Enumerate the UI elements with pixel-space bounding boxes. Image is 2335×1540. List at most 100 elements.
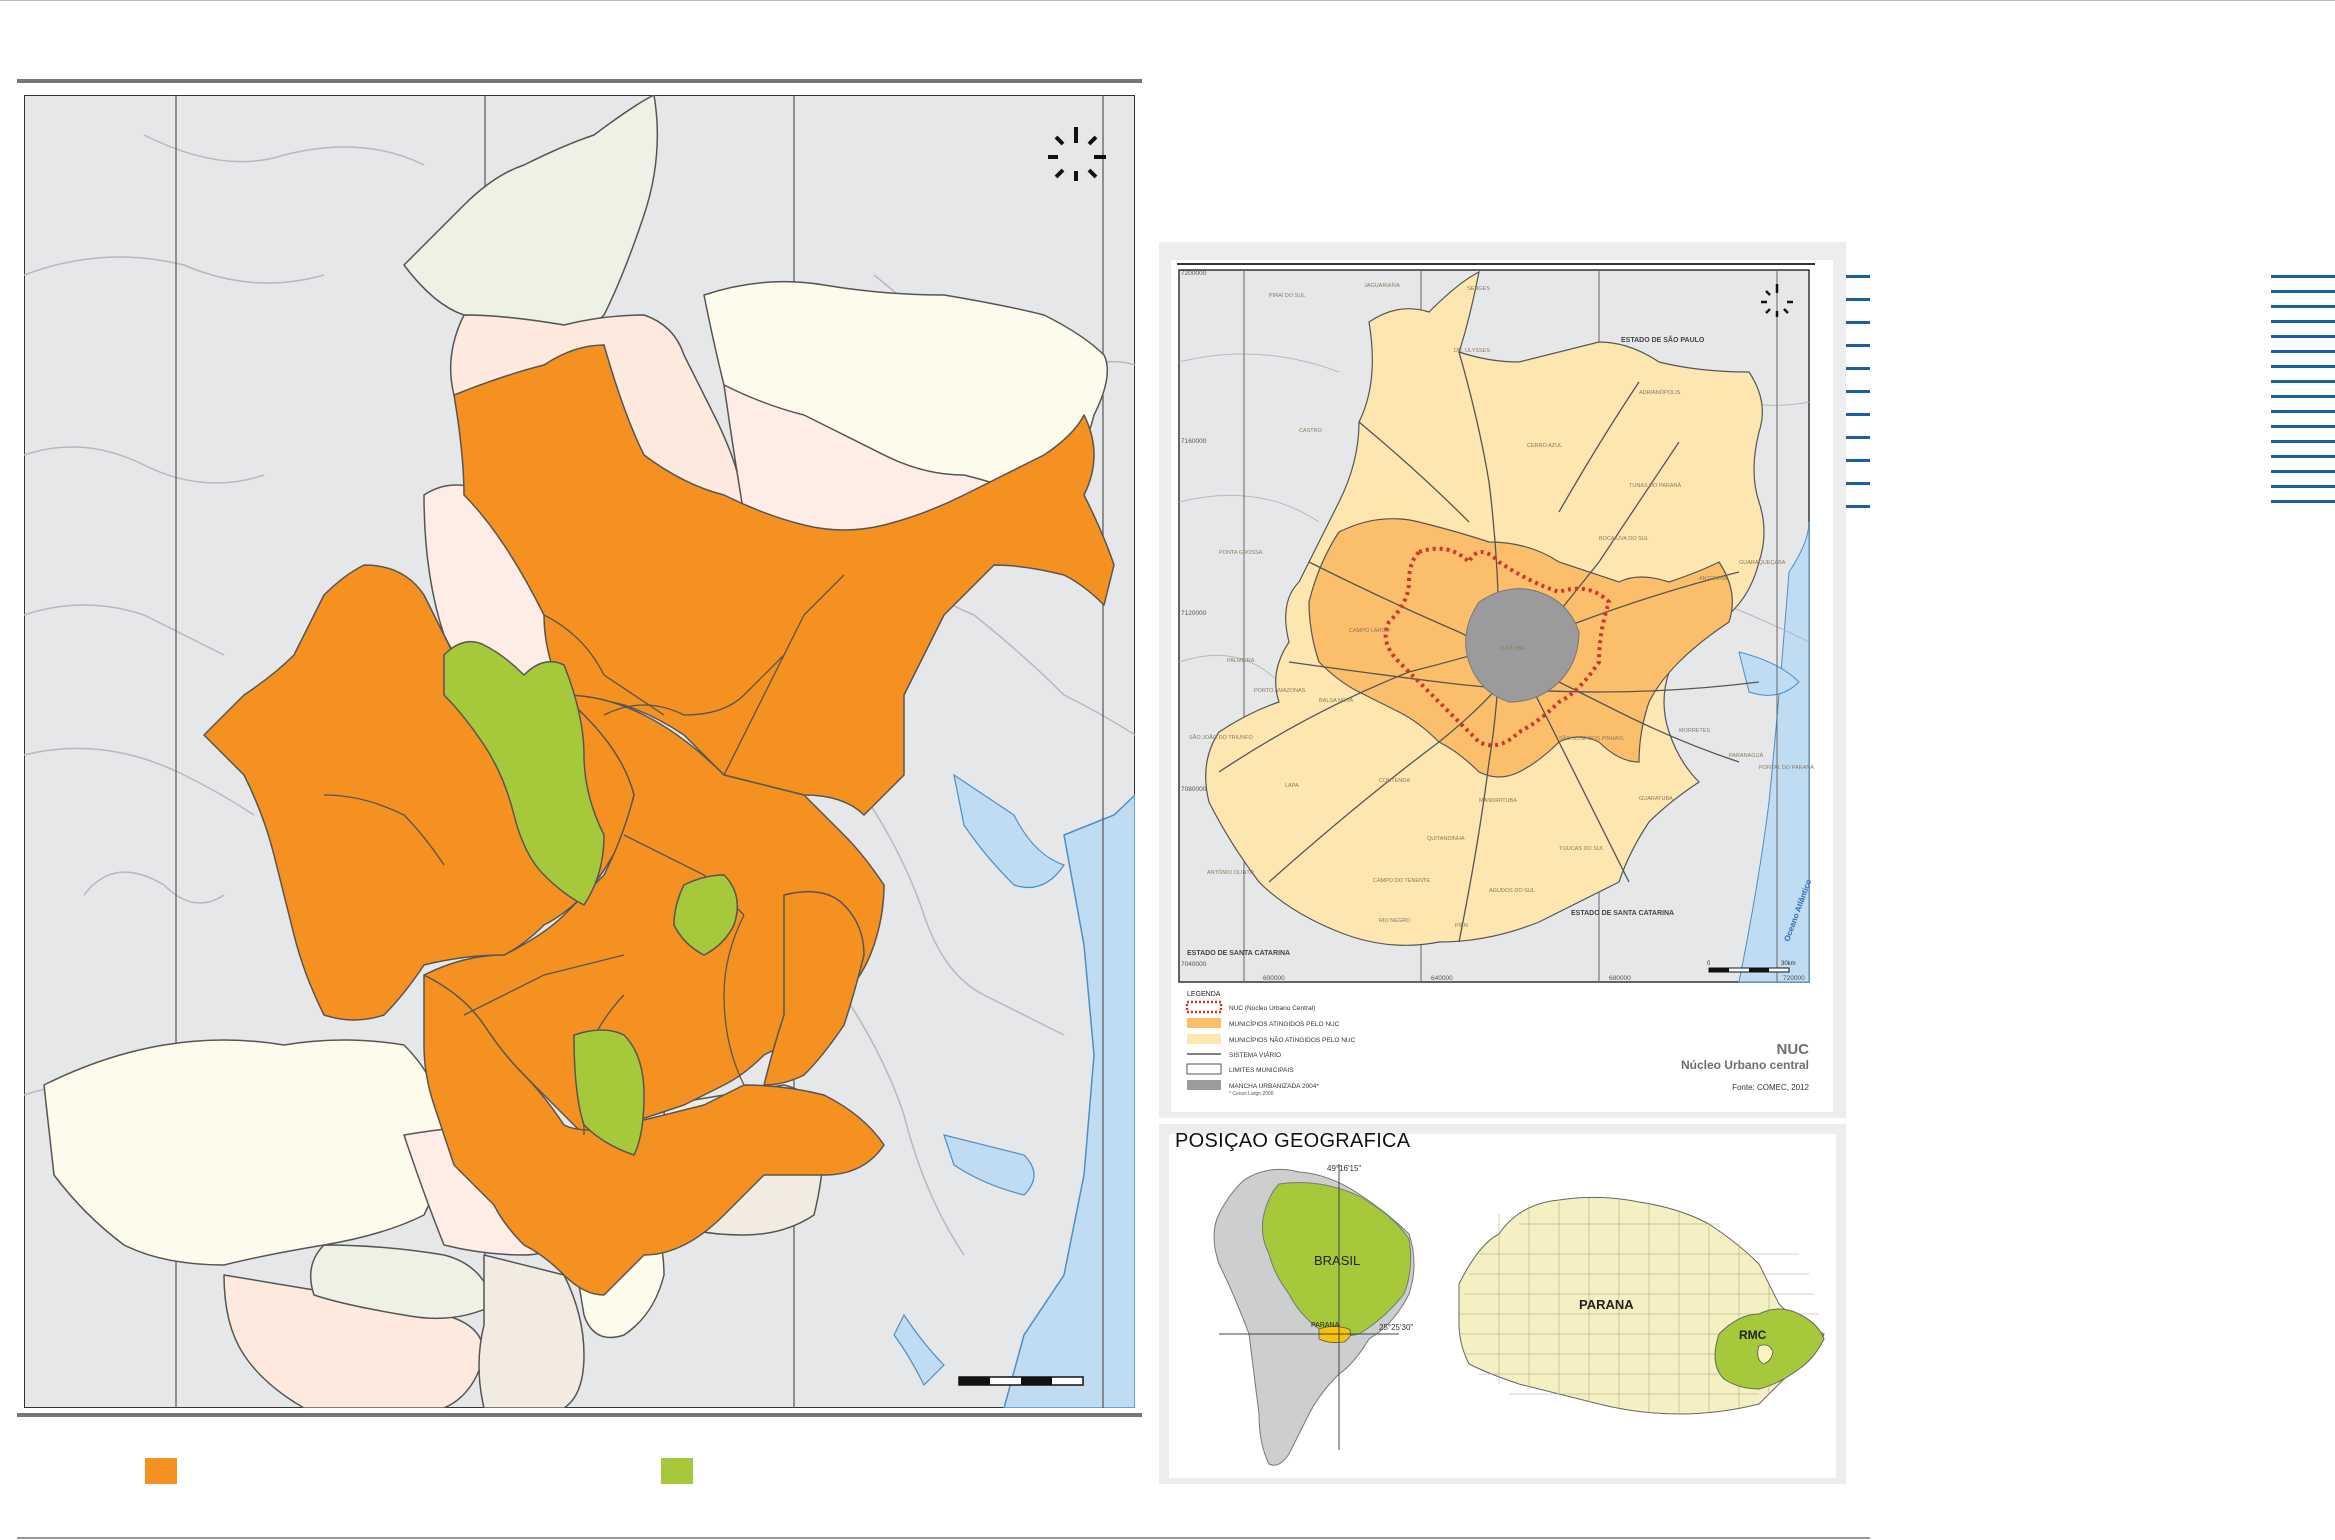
posicao-title: POSIÇAO GEOGRAFICA (1175, 1130, 1411, 1152)
main-map-scale-bar (958, 1376, 1084, 1386)
bay-water-2 (943, 1134, 1035, 1196)
nuc-small-shape (1757, 1344, 1774, 1365)
mun-label-antonio-olinto: ANTÔNIO OLINTO (1207, 869, 1255, 876)
blue-tick (1846, 367, 1870, 370)
coord-y-4: 7080000 (1181, 786, 1207, 793)
legend-item-nuc: NUC (Núcleo Urbano Central) (1229, 1005, 1315, 1012)
label-santa-catarina-1: ESTADO DE SANTA CATARINA (1187, 950, 1290, 957)
municipality-orange-southeast (763, 890, 865, 1086)
main-map (24, 95, 1135, 1408)
legend-not-affected-swatch (1187, 1034, 1221, 1044)
blue-tick (1846, 298, 1870, 301)
blue-tick (1846, 413, 1870, 416)
bay-water-1 (953, 773, 1065, 889)
blue-tick (2271, 500, 2335, 503)
legend-affected-swatch-nuc (1187, 1018, 1221, 1028)
coord-x-4: 720000 (1783, 975, 1805, 982)
nuc-legend: LEGENDA NUC (Núcleo Urbano Central) MUNI… (1185, 991, 1356, 1097)
posicao-panel: 49°16'15" 25°25'30" BRASIL PARANA PARANA… (1159, 1124, 1846, 1484)
nuc-urban-patch (1465, 588, 1580, 703)
legend-item-roads: SISTEMA VIÁRIO (1229, 1050, 1281, 1059)
legend-item-limits: LIMITES MUNICIPAIS (1229, 1067, 1294, 1074)
longitude-label: 49°16'15" (1327, 1164, 1361, 1173)
blue-tick (2271, 395, 2335, 398)
nuc-subtitle: Núcleo Urbano central (1681, 1058, 1809, 1072)
municipality-south-taupe (478, 1254, 585, 1408)
blue-tick (2271, 335, 2335, 338)
scale-end: 30km (1781, 961, 1796, 967)
legend-nuc-swatch (1185, 1000, 1223, 1014)
nuc-source: Fonte: COMEC, 2012 (1732, 1083, 1809, 1092)
parana-small-shape (1318, 1326, 1352, 1343)
blue-tick (2271, 365, 2335, 368)
mun-label-guaraquecaba: GUARAQUEÇABA (1739, 560, 1786, 566)
mun-label-quitandinha: QUITANDINHA (1427, 836, 1465, 842)
mun-label-pien: PIÊN (1455, 921, 1468, 929)
mun-label-palmeira: PALMEIRA (1227, 658, 1255, 664)
mun-label-contenda: CONTENDA (1379, 778, 1410, 784)
legend-title: LEGENDA (1187, 991, 1221, 998)
label-santa-catarina-2: ESTADO DE SANTA CATARINA (1571, 910, 1674, 917)
nuc-title-block: NUC Núcleo Urbano central Fonte: COMEC, … (1681, 1041, 1810, 1092)
legend-green-swatch (661, 1458, 693, 1484)
mun-label-porto-amazonas: PORTO AMAZONAS (1254, 688, 1306, 694)
mun-label-lapa: LAPA (1285, 783, 1299, 789)
mun-label-campo-largo: CAMPO LARGO (1349, 628, 1391, 634)
coord-x-2: 640000 (1431, 975, 1453, 982)
blue-tick (1846, 505, 1870, 508)
nuc-inset-svg: 7200000 7160000 7120000 7080000 7040000 … (1171, 260, 1833, 1112)
blue-tick (2271, 380, 2335, 383)
municipality-green-3 (573, 1029, 645, 1156)
blue-tick (1846, 390, 1870, 393)
affected-municipalities (203, 344, 1115, 1296)
mun-label-adrianopolis: ADRIANÓPOLIS (1639, 389, 1681, 396)
municipality-south-green (309, 1244, 495, 1320)
nuc-bay (1738, 651, 1800, 696)
blue-tick (2271, 425, 2335, 428)
mun-label-pirai: PIRAÍ DO SUL (1269, 292, 1305, 299)
blue-tick (1846, 436, 1870, 439)
mun-label-paranagua: PARANAGUÁ (1729, 752, 1763, 759)
brasil-label: BRASIL (1314, 1253, 1360, 1268)
mun-label-cerro-azul: CERRO AZUL (1527, 443, 1562, 449)
nuc-title: NUC (1777, 1041, 1810, 1058)
mun-label-sao-jose: SÃO JOSÉ DOS PINHAIS (1559, 735, 1624, 742)
mun-label-castro: CASTRO (1299, 428, 1323, 434)
coord-y-3: 7120000 (1181, 610, 1207, 617)
mun-label-curitiba: CURITIBA (1499, 646, 1525, 652)
municipality-green-2 (673, 874, 739, 956)
north-arrow-icon (1048, 127, 1106, 181)
main-map-svg (24, 95, 1135, 1408)
mun-label-morretes: MORRETES (1679, 728, 1711, 734)
blue-tick (2271, 275, 2335, 278)
mun-label-balsa-nova: BALSA NOVA (1319, 698, 1353, 704)
scale-start: 0 (1707, 961, 1711, 967)
blue-tick (2271, 320, 2335, 323)
blue-tick (2271, 410, 2335, 413)
posicao-svg: 49°16'15" 25°25'30" BRASIL PARANA PARANA… (1169, 1134, 1836, 1478)
mun-label-guaratuba: GUARATUBA (1639, 796, 1673, 802)
main-map-bottom-rule (17, 1413, 1142, 1417)
municipality-orange-south (423, 974, 885, 1296)
mun-label-bocaiuva: BOCAIÚVA DO SUL (1599, 535, 1649, 542)
top-rule (0, 0, 2335, 1)
mun-label-senges: SENGES (1467, 286, 1490, 292)
legend-affected-swatch (145, 1458, 177, 1484)
parana-label: PARANA (1579, 1297, 1634, 1312)
nuc-inset-panel: 7200000 7160000 7120000 7080000 7040000 … (1159, 242, 1846, 1118)
mun-label-antonina: ANTONINA (1699, 576, 1728, 582)
blue-tick (1846, 275, 1870, 278)
label-sao-paulo: ESTADO DE SÃO PAULO (1621, 335, 1705, 344)
coord-y-1: 7200000 (1181, 270, 1207, 277)
mun-label-sao-joao-triunfo: SÃO JOÃO DO TRIUNFO (1189, 734, 1253, 741)
coord-y-5: 7040000 (1181, 961, 1207, 968)
mun-label-mandirituba: MANDIRITUBA (1479, 798, 1517, 804)
nuc-municipality-labels: PIRAÍ DO SUL JAGUARIAÍVA SENGES DR. ULYS… (1189, 282, 1814, 929)
municipality-orange-center (423, 694, 885, 1136)
blue-tick (2271, 290, 2335, 293)
blue-tick (2271, 485, 2335, 488)
blue-tick (1846, 482, 1870, 485)
nuc-north-arrow-icon (1761, 284, 1793, 317)
legend-item-affected: MUNICÍPIOS ATINGIDOS PELO NUC (1229, 1019, 1340, 1028)
mun-label-agudos: AGUDOS DO SUL (1489, 888, 1535, 894)
